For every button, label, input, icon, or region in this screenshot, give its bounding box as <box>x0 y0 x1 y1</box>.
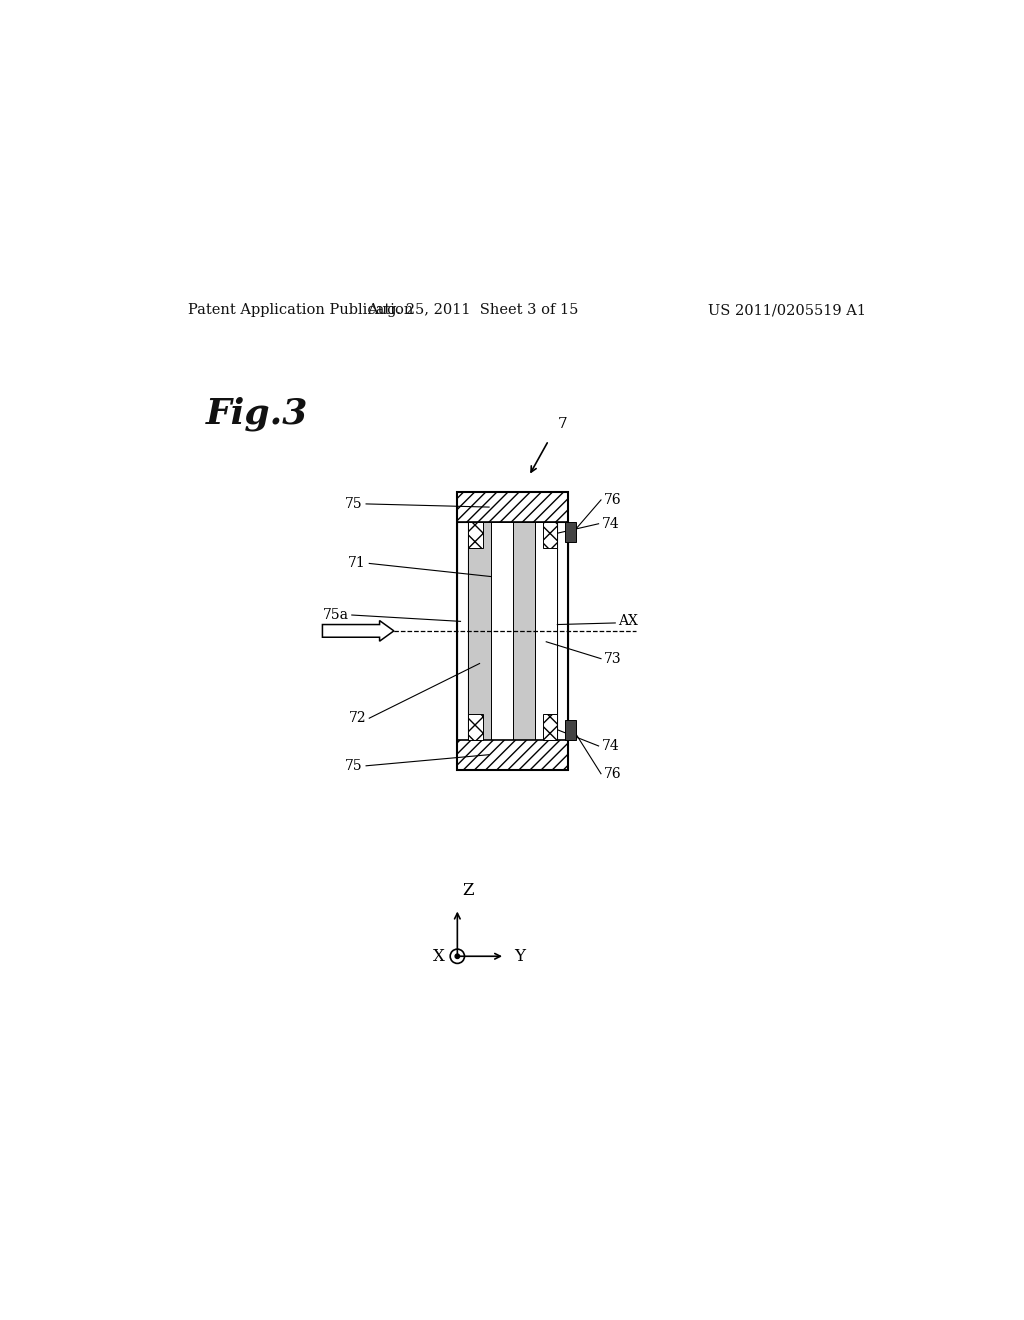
Text: Y: Y <box>514 948 525 965</box>
Bar <box>458 739 568 770</box>
Bar <box>543 523 557 548</box>
Bar <box>557 523 568 739</box>
Text: 72: 72 <box>348 711 367 725</box>
Bar <box>565 523 577 543</box>
Bar <box>458 492 568 523</box>
Text: 73: 73 <box>604 652 622 665</box>
Text: 75: 75 <box>344 759 362 772</box>
Bar <box>565 719 577 739</box>
Text: 7: 7 <box>558 417 567 430</box>
Bar <box>468 523 490 739</box>
Text: 71: 71 <box>348 557 367 570</box>
Text: 74: 74 <box>602 739 620 752</box>
Text: 74: 74 <box>602 516 620 531</box>
Text: AX: AX <box>618 614 638 627</box>
Bar <box>490 523 513 739</box>
Text: Z: Z <box>462 882 474 899</box>
Text: X: X <box>433 948 444 965</box>
Bar <box>458 492 568 770</box>
Circle shape <box>455 954 460 958</box>
Bar <box>543 714 557 739</box>
Bar <box>513 523 536 739</box>
Text: 75a: 75a <box>323 609 348 622</box>
Text: Aug. 25, 2011  Sheet 3 of 15: Aug. 25, 2011 Sheet 3 of 15 <box>368 304 579 317</box>
Text: Fig.3: Fig.3 <box>206 397 308 432</box>
Bar <box>468 714 482 739</box>
Bar <box>458 523 468 739</box>
FancyArrow shape <box>323 620 394 642</box>
Text: US 2011/0205519 A1: US 2011/0205519 A1 <box>708 304 866 317</box>
Text: 76: 76 <box>604 767 622 780</box>
Text: 75: 75 <box>344 496 362 511</box>
Bar <box>468 523 482 548</box>
Text: 76: 76 <box>604 492 622 507</box>
Bar <box>536 523 557 739</box>
Text: Patent Application Publication: Patent Application Publication <box>187 304 413 317</box>
